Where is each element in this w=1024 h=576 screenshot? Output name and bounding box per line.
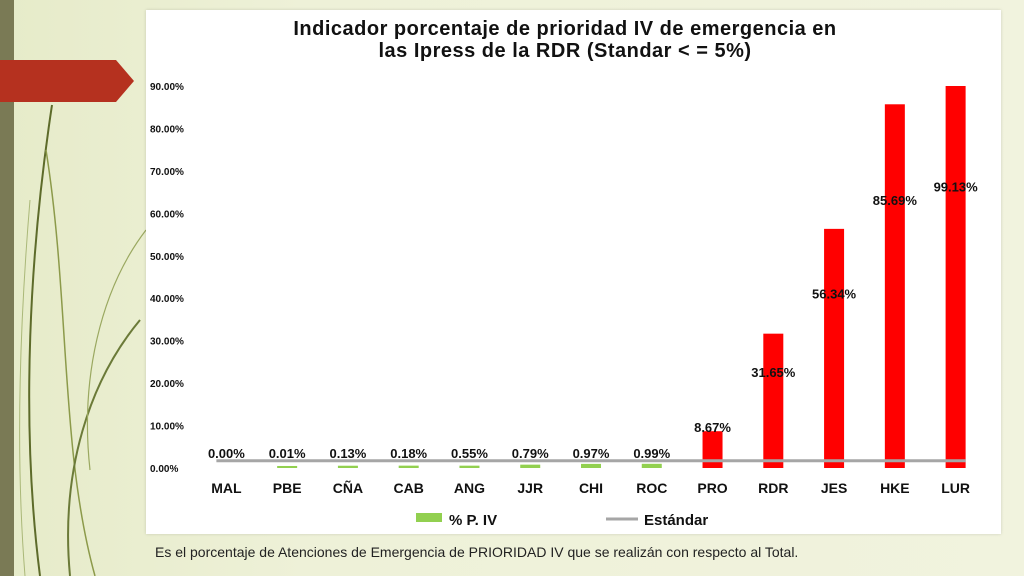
x-tick-label: MAL <box>211 480 242 496</box>
bar-cña <box>337 465 358 468</box>
bar-hke <box>884 104 905 469</box>
data-label: 85.69% <box>873 193 918 208</box>
y-tick-label: 60.00% <box>150 209 184 220</box>
y-tick-label: 10.00% <box>150 422 184 433</box>
data-label: 0.18% <box>390 446 427 461</box>
x-tick-label: HKE <box>880 480 910 496</box>
y-tick-label: 70.00% <box>150 167 184 178</box>
left-decor-bar <box>0 0 14 576</box>
x-tick-label: CAB <box>394 480 424 496</box>
bars <box>277 86 966 469</box>
bar-chi <box>581 463 601 468</box>
x-tick-label: CHI <box>579 480 603 496</box>
y-tick-label: 80.00% <box>150 124 184 135</box>
data-label: 0.01% <box>269 446 306 461</box>
x-tick-label: JES <box>821 480 847 496</box>
x-tick-label: PRO <box>697 480 727 496</box>
x-axis: MAL PBE CÑA CAB ANG JJR CHI ROC PRO RDR JES HKE LUR <box>211 479 970 496</box>
y-tick-label: 50.00% <box>150 252 184 263</box>
bar-pro <box>702 431 723 468</box>
legend-label-p-iv: % P. IV <box>449 512 497 529</box>
bar-ang <box>459 465 480 468</box>
data-label: 31.65% <box>751 365 796 380</box>
y-axis: 0.00% 10.00% 20.00% 30.00% 40.00% 50.00% 60.00… <box>150 82 184 475</box>
chart-title-line-1: Indicador porcentaje de prioridad IV de … <box>293 18 836 40</box>
legend-label-standard: Estándar <box>644 512 708 529</box>
data-label: 0.97% <box>573 446 610 461</box>
bar-rdr <box>763 333 784 468</box>
x-tick-label: CÑA <box>333 479 363 496</box>
bar-roc <box>641 463 662 468</box>
data-label: 0.13% <box>329 446 366 461</box>
bar-jjr <box>520 464 541 468</box>
x-tick-label: ROC <box>636 480 667 496</box>
bar-chart: Indicador porcentaje de prioridad IV de … <box>150 18 978 529</box>
y-tick-label: 20.00% <box>150 379 184 390</box>
red-arrow-tab <box>0 60 134 102</box>
x-tick-label: LUR <box>941 480 970 496</box>
bar-cab <box>398 465 419 468</box>
y-tick-label: 30.00% <box>150 337 184 348</box>
data-labels: 0.00% 0.01% 0.13% 0.18% 0.55% 0.79% 0.97% 0.99%… <box>208 180 978 462</box>
data-label: 99.13% <box>934 180 979 195</box>
legend-swatch-p-iv <box>416 513 442 522</box>
bar-lur <box>945 86 966 468</box>
legend: % P. IV Estándar <box>416 512 708 529</box>
bar-jes <box>824 228 845 468</box>
x-tick-label: PBE <box>273 480 302 496</box>
data-label: 0.79% <box>512 446 549 461</box>
chart-panel: Indicador porcentaje de prioridad IV de … <box>146 10 1001 534</box>
data-label: 0.00% <box>208 446 245 461</box>
data-label: 56.34% <box>812 287 857 302</box>
vine-decoration <box>19 104 146 576</box>
x-tick-label: ANG <box>454 480 485 496</box>
data-label: 8.67% <box>694 420 731 435</box>
data-label: 0.99% <box>633 446 670 461</box>
y-tick-label: 0.00% <box>150 464 178 475</box>
footnote: Es el porcentaje de Atenciones de Emerge… <box>155 544 799 560</box>
data-label: 0.55% <box>451 446 488 461</box>
bar-pbe <box>277 465 298 468</box>
y-tick-label: 90.00% <box>150 82 184 93</box>
chart-title-line-2: las Ipress de la RDR (Standar < = 5%) <box>378 40 751 62</box>
x-tick-label: JJR <box>517 480 543 496</box>
y-tick-label: 40.00% <box>150 294 184 305</box>
x-tick-label: RDR <box>758 480 788 496</box>
